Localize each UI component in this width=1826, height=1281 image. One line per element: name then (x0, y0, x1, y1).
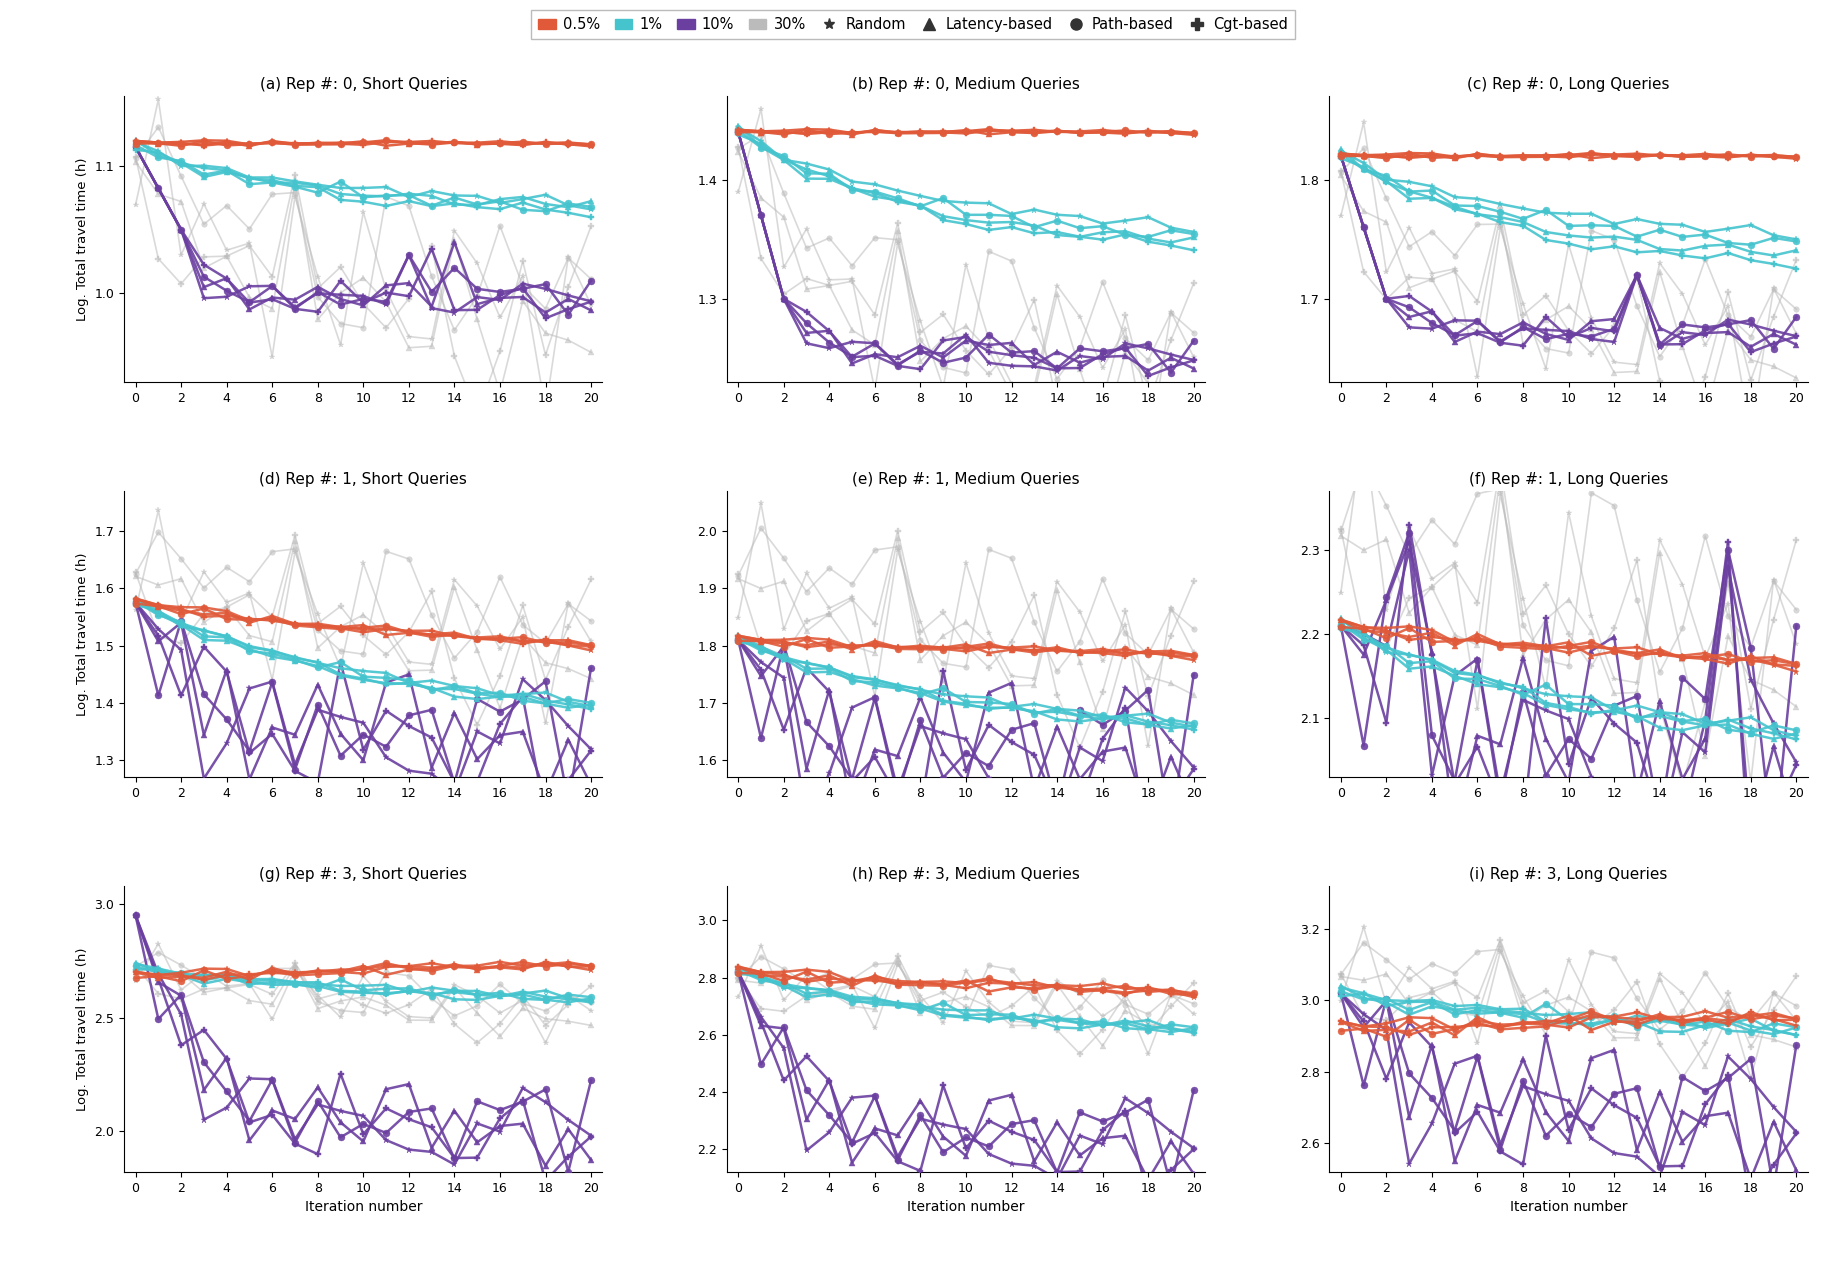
Title: (c) Rep #: 0, Long Queries: (c) Rep #: 0, Long Queries (1468, 77, 1669, 92)
Y-axis label: Log. Total travel time (h): Log. Total travel time (h) (77, 158, 89, 322)
Legend: 0.5%, 1%, 10%, 30%, Random, Latency-based, Path-based, Cgt-based: 0.5%, 1%, 10%, 30%, Random, Latency-base… (531, 10, 1295, 40)
X-axis label: Iteration number: Iteration number (305, 1200, 422, 1214)
Y-axis label: Log. Total travel time (h): Log. Total travel time (h) (77, 947, 89, 1111)
Title: (d) Rep #: 1, Short Queries: (d) Rep #: 1, Short Queries (259, 473, 467, 487)
Title: (a) Rep #: 0, Short Queries: (a) Rep #: 0, Short Queries (259, 77, 467, 92)
Title: (b) Rep #: 0, Medium Queries: (b) Rep #: 0, Medium Queries (853, 77, 1079, 92)
X-axis label: Iteration number: Iteration number (908, 1200, 1024, 1214)
Title: (h) Rep #: 3, Medium Queries: (h) Rep #: 3, Medium Queries (853, 867, 1079, 883)
Title: (i) Rep #: 3, Long Queries: (i) Rep #: 3, Long Queries (1470, 867, 1667, 883)
Title: (g) Rep #: 3, Short Queries: (g) Rep #: 3, Short Queries (259, 867, 467, 883)
X-axis label: Iteration number: Iteration number (1510, 1200, 1627, 1214)
Title: (e) Rep #: 1, Medium Queries: (e) Rep #: 1, Medium Queries (853, 473, 1079, 487)
Y-axis label: Log. Total travel time (h): Log. Total travel time (h) (77, 552, 89, 716)
Title: (f) Rep #: 1, Long Queries: (f) Rep #: 1, Long Queries (1468, 473, 1669, 487)
